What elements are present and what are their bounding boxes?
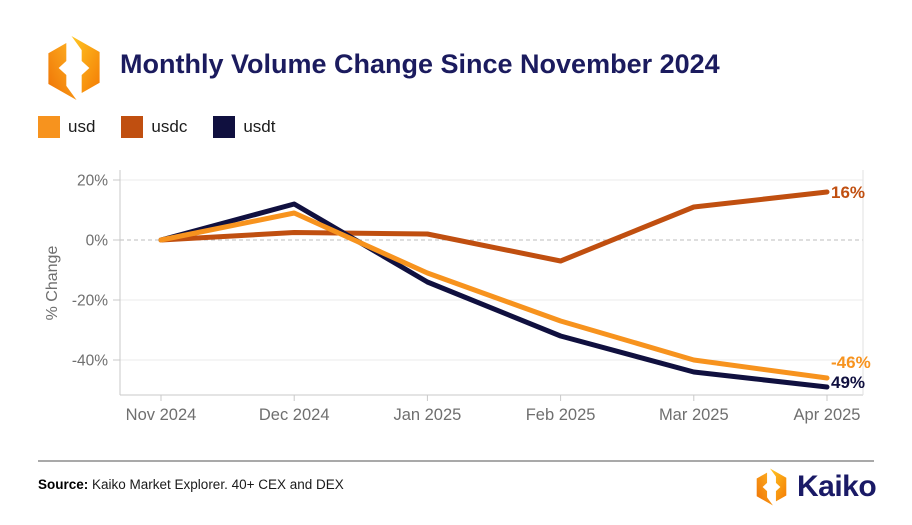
kaiko-logo-icon <box>48 36 100 100</box>
volume-change-chart: 20% 0% -20% -40% Nov 2024 Dec 2024 Jan 2025 Feb… <box>44 170 871 424</box>
logo-left-bracket <box>48 43 77 100</box>
x-axis-tick-label: Nov 2024 <box>126 406 197 424</box>
legend-label: usdt <box>243 117 276 136</box>
legend-item-usd: usd <box>38 116 95 138</box>
footer-divider <box>38 460 874 462</box>
x-axis-tick-label: Jan 2025 <box>393 406 461 424</box>
x-axis-tick-label: Feb 2025 <box>526 406 596 424</box>
source-note: Source: Kaiko Market Explorer. 40+ CEX a… <box>38 477 344 492</box>
y-axis-title: % Change <box>44 246 61 321</box>
x-axis-tick-label: Apr 2025 <box>794 406 861 424</box>
x-axis-tick-label: Mar 2025 <box>659 406 729 424</box>
x-axis-tick-label: Dec 2024 <box>259 406 330 424</box>
end-label-usdt: 49% <box>831 373 865 392</box>
y-axis-tick-label: -40% <box>72 353 108 370</box>
kaiko-wordmark: Kaiko <box>797 470 877 503</box>
series-line-usd <box>158 210 830 381</box>
y-axis-tick-label: 20% <box>77 173 108 190</box>
legend-item-usdt: usdt <box>213 116 275 138</box>
kaiko-logo-icon <box>756 468 787 506</box>
legend-swatch-usd <box>38 116 60 138</box>
legend-label: usdc <box>151 117 188 136</box>
legend-swatch-usdc <box>121 116 144 138</box>
y-axis-tick-label: -20% <box>72 293 108 310</box>
series-line-usdc <box>158 189 830 264</box>
source-label: Source: <box>38 477 89 492</box>
legend-swatch-usdt <box>213 116 236 138</box>
legend-label: usd <box>68 117 96 136</box>
page-title: Monthly Volume Change Since November 202… <box>120 49 720 79</box>
chart-legend: usd usdc usdt <box>38 116 275 138</box>
end-label-usd: -46% <box>831 353 871 372</box>
end-label-usdc: 16% <box>831 183 865 202</box>
legend-item-usdc: usdc <box>121 116 187 138</box>
series-line-usdt <box>158 201 830 390</box>
kaiko-brand: Kaiko <box>753 466 877 508</box>
logo-right-bracket <box>71 36 100 93</box>
source-text: Kaiko Market Explorer. 40+ CEX and DEX <box>88 477 344 492</box>
y-axis-tick-label: 0% <box>86 233 109 250</box>
